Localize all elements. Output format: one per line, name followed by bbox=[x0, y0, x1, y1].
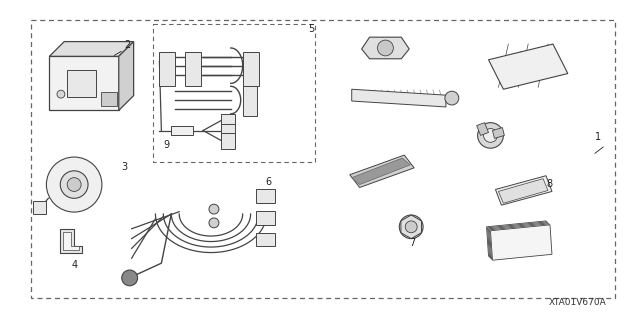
Text: 7: 7 bbox=[409, 239, 415, 249]
Circle shape bbox=[445, 91, 459, 105]
Text: 6: 6 bbox=[266, 176, 271, 187]
Circle shape bbox=[399, 215, 423, 239]
Polygon shape bbox=[221, 114, 235, 130]
Polygon shape bbox=[488, 222, 549, 257]
Text: 4: 4 bbox=[71, 260, 77, 270]
Polygon shape bbox=[185, 52, 201, 86]
Polygon shape bbox=[221, 133, 235, 149]
Circle shape bbox=[378, 40, 394, 56]
Polygon shape bbox=[60, 229, 82, 253]
Polygon shape bbox=[255, 233, 275, 247]
Polygon shape bbox=[362, 37, 409, 59]
Polygon shape bbox=[172, 126, 193, 136]
Polygon shape bbox=[101, 93, 116, 107]
Polygon shape bbox=[486, 221, 548, 256]
Polygon shape bbox=[352, 89, 446, 107]
Polygon shape bbox=[490, 224, 551, 259]
Polygon shape bbox=[495, 176, 552, 205]
Polygon shape bbox=[49, 41, 134, 56]
Text: 8: 8 bbox=[546, 179, 552, 189]
Polygon shape bbox=[255, 211, 275, 225]
Circle shape bbox=[57, 90, 65, 98]
Polygon shape bbox=[243, 52, 259, 86]
Polygon shape bbox=[349, 155, 414, 188]
Polygon shape bbox=[488, 223, 550, 258]
Polygon shape bbox=[63, 232, 79, 250]
Polygon shape bbox=[67, 70, 95, 97]
Polygon shape bbox=[119, 41, 134, 110]
Polygon shape bbox=[243, 86, 257, 116]
Circle shape bbox=[46, 157, 102, 212]
Text: 1: 1 bbox=[595, 132, 601, 142]
Polygon shape bbox=[352, 158, 410, 185]
Circle shape bbox=[405, 221, 417, 233]
Text: 2: 2 bbox=[125, 40, 131, 50]
Polygon shape bbox=[490, 225, 552, 260]
Polygon shape bbox=[477, 122, 488, 136]
Circle shape bbox=[209, 204, 219, 214]
Polygon shape bbox=[159, 52, 175, 86]
Text: XTA01V670A: XTA01V670A bbox=[549, 298, 607, 308]
Polygon shape bbox=[255, 189, 275, 203]
Circle shape bbox=[484, 129, 497, 142]
Circle shape bbox=[477, 122, 504, 148]
Circle shape bbox=[122, 270, 138, 286]
Polygon shape bbox=[49, 56, 119, 110]
Polygon shape bbox=[33, 201, 46, 214]
Text: 9: 9 bbox=[163, 140, 170, 150]
Polygon shape bbox=[221, 124, 235, 139]
Circle shape bbox=[67, 178, 81, 191]
Text: 3: 3 bbox=[122, 162, 128, 172]
Circle shape bbox=[60, 171, 88, 198]
Polygon shape bbox=[488, 44, 568, 89]
Text: 5: 5 bbox=[308, 24, 314, 34]
Polygon shape bbox=[493, 128, 504, 138]
Polygon shape bbox=[499, 179, 548, 203]
Circle shape bbox=[209, 218, 219, 228]
